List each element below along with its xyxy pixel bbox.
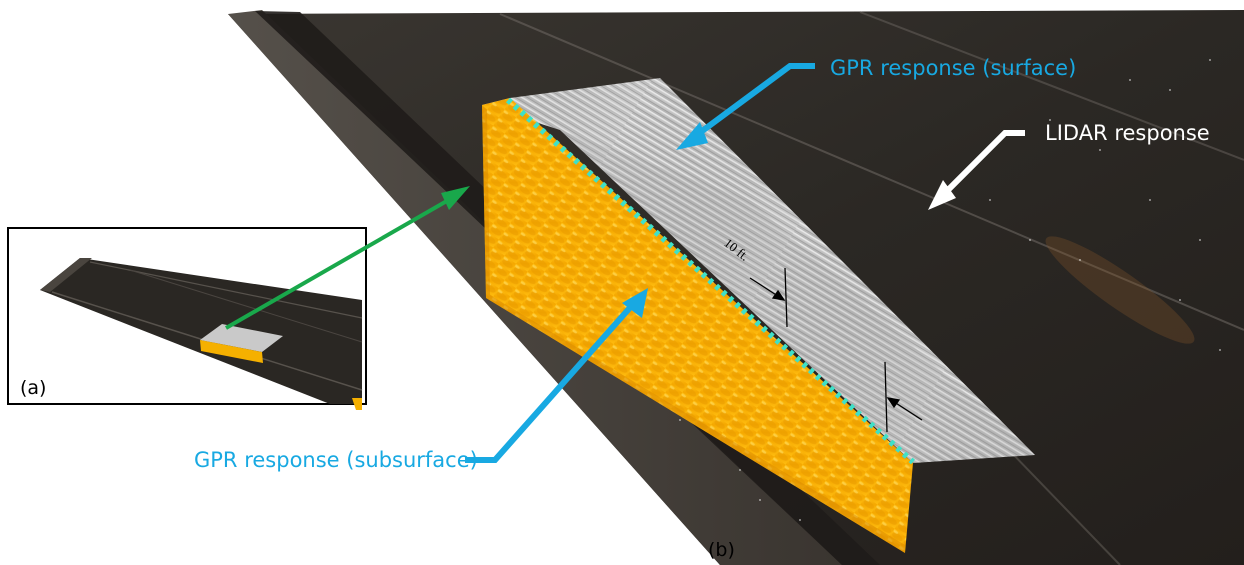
gpr-surface-slab <box>482 78 1035 463</box>
label-panel-a: (a) <box>20 377 46 399</box>
lidar-callout-arrow <box>928 130 1025 210</box>
gpr-surface-callout-arrow <box>676 63 815 150</box>
label-lidar: LIDAR response <box>1045 121 1210 145</box>
cyan-interface-edge <box>506 97 915 465</box>
dimension-marker <box>749 267 923 433</box>
label-gpr-subsurface: GPR response (subsurface) <box>194 448 478 472</box>
gpr-subsurface-callout-arrow <box>465 288 648 463</box>
label-gpr-surface: GPR response (surface) <box>830 56 1076 80</box>
label-panel-b: (b) <box>708 539 735 561</box>
inset-panel-a <box>7 227 367 410</box>
inset-link-arrow <box>225 186 470 330</box>
gpr-subsurface-slab <box>482 98 913 553</box>
